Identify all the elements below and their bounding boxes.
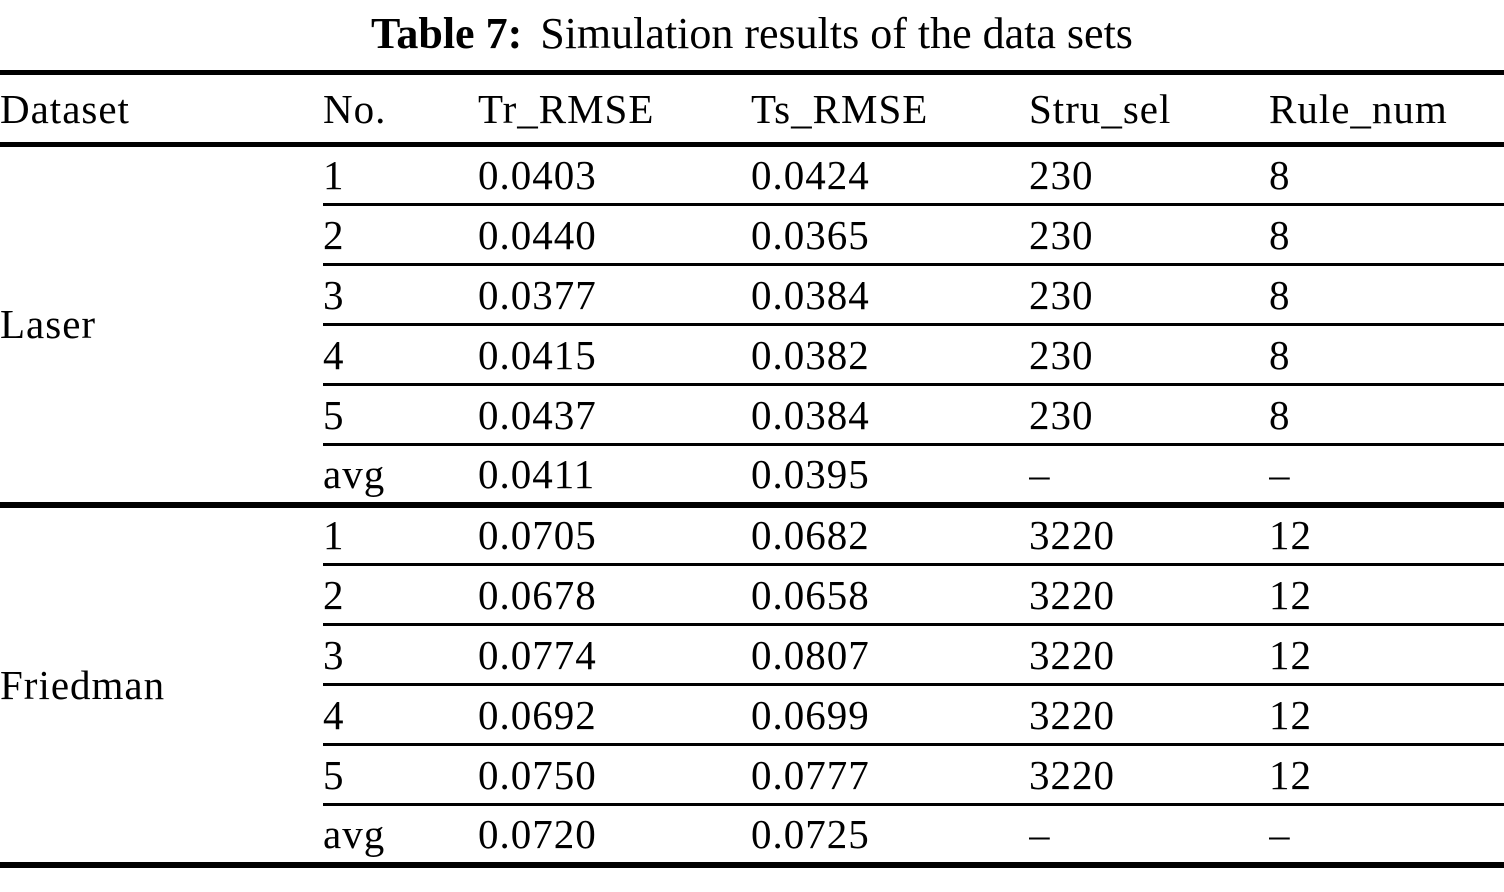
cell-no: 1: [323, 144, 478, 206]
cell-no: 5: [323, 384, 478, 446]
cell-no: 3: [323, 264, 478, 326]
cell-rule-num: 8: [1269, 324, 1504, 386]
header-row: Dataset No. Tr_RMSE Ts_RMSE Stru_sel Rul…: [0, 72, 1504, 147]
cell-stru-sel: 3220: [1029, 684, 1269, 746]
cell-no: 4: [323, 684, 478, 746]
cell-ts-rmse: 0.0365: [751, 204, 1029, 266]
cell-rule-num: 12: [1269, 624, 1504, 686]
cell-tr-rmse: 0.0750: [478, 744, 751, 806]
cell-rule-num: 8: [1269, 204, 1504, 266]
cell-ts-rmse: 0.0725: [751, 804, 1029, 868]
table-row: 4 0.0692 0.0699 3220 12: [0, 684, 1504, 746]
cell-no: 2: [323, 564, 478, 626]
cell-tr-rmse: 0.0692: [478, 684, 751, 746]
cell-stru-sel: –: [1029, 804, 1269, 868]
section-laser: Laser 1 0.0403 0.0424 230 8 2 0.0440 0.0365 230 8 3…: [0, 144, 1504, 508]
cell-no: avg: [323, 444, 478, 508]
cell-rule-num: 12: [1269, 744, 1504, 806]
cell-tr-rmse: 0.0403: [478, 144, 751, 206]
cell-rule-num: 12: [1269, 504, 1504, 566]
cell-tr-rmse: 0.0437: [478, 384, 751, 446]
cell-no: 1: [323, 504, 478, 566]
cell-stru-sel: 3220: [1029, 624, 1269, 686]
dataset-label: Friedman: [0, 504, 323, 868]
cell-no: 3: [323, 624, 478, 686]
cell-tr-rmse: 0.0415: [478, 324, 751, 386]
col-header-tr-rmse: Tr_RMSE: [478, 72, 751, 147]
cell-no: 2: [323, 204, 478, 266]
caption-label: Table 7:: [371, 9, 523, 58]
table-row: Friedman 1 0.0705 0.0682 3220 12: [0, 504, 1504, 868]
cell-ts-rmse: 0.0384: [751, 264, 1029, 326]
col-header-rule-num: Rule_num: [1269, 72, 1504, 147]
table-row: 2 0.0678 0.0658 3220 12: [0, 564, 1504, 626]
cell-rule-num: 8: [1269, 264, 1504, 326]
cell-no: 5: [323, 744, 478, 806]
cell-stru-sel: 230: [1029, 384, 1269, 446]
cell-stru-sel: 230: [1029, 264, 1269, 326]
cell-tr-rmse: 0.0440: [478, 204, 751, 266]
dataset-label: Laser: [0, 144, 323, 508]
cell-no: avg: [323, 804, 478, 868]
table-row: 2 0.0440 0.0365 230 8: [0, 204, 1504, 266]
cell-stru-sel: –: [1029, 444, 1269, 508]
table-row: 4 0.0415 0.0382 230 8: [0, 324, 1504, 386]
table-caption: Table 7: Simulation results of the data s…: [0, 0, 1504, 70]
cell-rule-num: 12: [1269, 564, 1504, 626]
cell-tr-rmse: 0.0705: [478, 504, 751, 566]
table-row: avg 0.0411 0.0395– –: [0, 444, 1504, 508]
cell-ts-rmse: 0.0682: [751, 504, 1029, 566]
cell-tr-rmse: 0.0411: [478, 444, 751, 508]
cell-ts-rmse: 0.0384: [751, 384, 1029, 446]
table-row: avg 0.0720 0.0725– –: [0, 804, 1504, 868]
results-table: Dataset No. Tr_RMSE Ts_RMSE Stru_sel Rul…: [0, 70, 1504, 868]
table-row: 5 0.0437 0.0384 230 8: [0, 384, 1504, 446]
cell-rule-num: 8: [1269, 144, 1504, 206]
cell-ts-rmse: 0.0777: [751, 744, 1029, 806]
table-row: Laser 1 0.0403 0.0424 230 8: [0, 144, 1504, 508]
table-row: 3 0.0774 0.0807 3220 12: [0, 624, 1504, 686]
cell-tr-rmse: 0.0678: [478, 564, 751, 626]
cell-rule-num: –: [1269, 804, 1504, 868]
cell-ts-rmse: 0.0807: [751, 624, 1029, 686]
cell-stru-sel: 230: [1029, 144, 1269, 206]
cell-rule-num: 12: [1269, 684, 1504, 746]
table-row: 3 0.0377 0.0384 230 8: [0, 264, 1504, 326]
col-header-no: No.: [323, 72, 478, 147]
cell-tr-rmse: 0.0774: [478, 624, 751, 686]
cell-no: 4: [323, 324, 478, 386]
cell-ts-rmse: 0.0382: [751, 324, 1029, 386]
col-header-ts-rmse: Ts_RMSE: [751, 72, 1029, 147]
col-header-dataset: Dataset: [0, 72, 323, 147]
cell-tr-rmse: 0.0720: [478, 804, 751, 868]
cell-ts-rmse: 0.0658: [751, 564, 1029, 626]
cell-ts-rmse: 0.0699: [751, 684, 1029, 746]
section-friedman: Friedman 1 0.0705 0.0682 3220 12 2 0.0678 0.0658…: [0, 504, 1504, 868]
cell-stru-sel: 3220: [1029, 504, 1269, 566]
cell-ts-rmse: 0.0424: [751, 144, 1029, 206]
cell-rule-num: 8: [1269, 384, 1504, 446]
cell-stru-sel: 230: [1029, 204, 1269, 266]
cell-ts-rmse: 0.0395: [751, 444, 1029, 508]
cell-stru-sel: 3220: [1029, 744, 1269, 806]
cell-tr-rmse: 0.0377: [478, 264, 751, 326]
cell-stru-sel: 230: [1029, 324, 1269, 386]
cell-rule-num: –: [1269, 444, 1504, 508]
caption-text: Simulation results of the data sets: [540, 9, 1133, 58]
cell-stru-sel: 3220: [1029, 564, 1269, 626]
col-header-stru-sel: Stru_sel: [1029, 72, 1269, 147]
table-row: 5 0.0750 0.0777 3220 12: [0, 744, 1504, 806]
